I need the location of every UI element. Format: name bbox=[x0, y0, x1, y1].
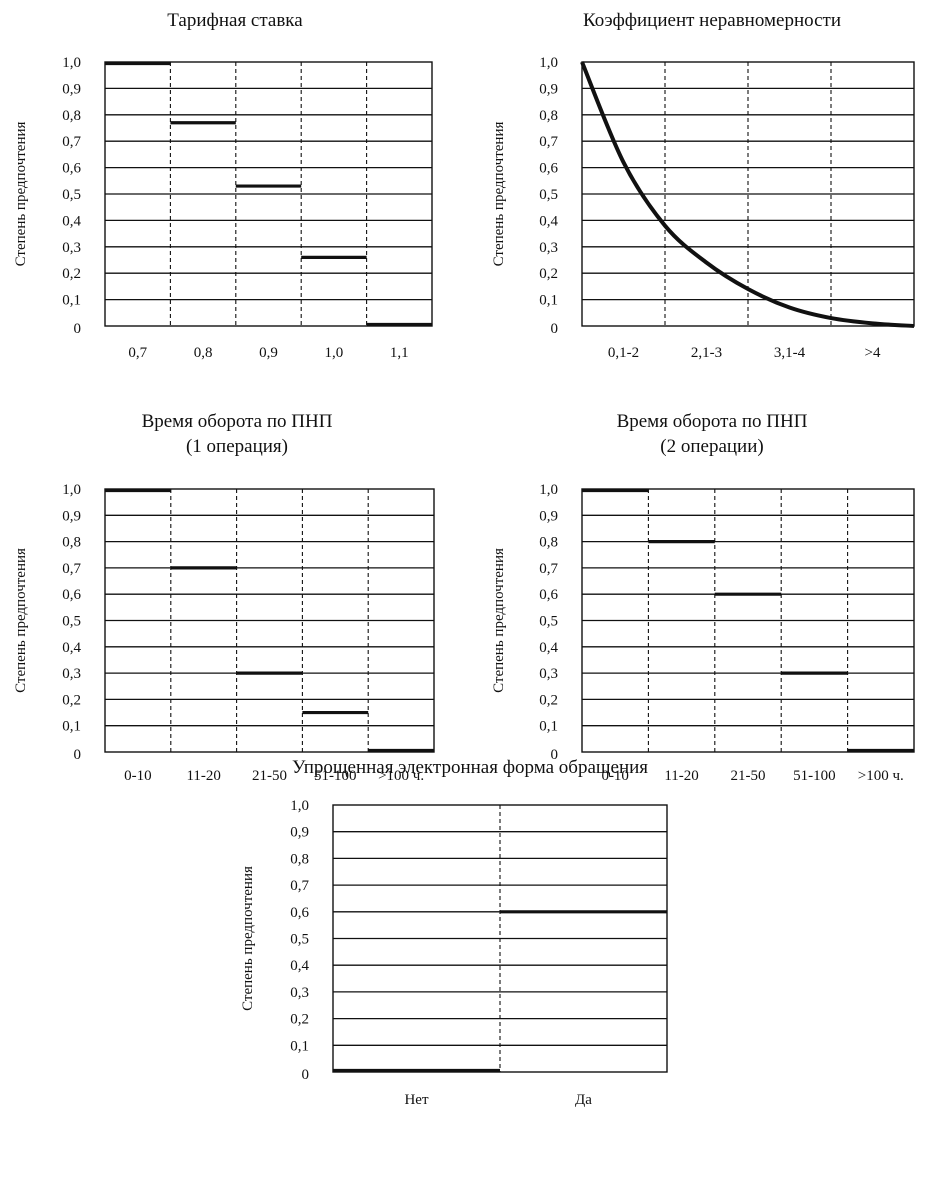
y-tick-label: 0,7 bbox=[62, 561, 81, 577]
x-tick-label: 2,1-3 bbox=[691, 345, 722, 361]
y-tick-label: 0,8 bbox=[290, 851, 309, 867]
y-tick-label: 0,9 bbox=[62, 81, 81, 97]
y-tick-label: 0,1 bbox=[539, 719, 558, 735]
y-tick-label: 0,4 bbox=[539, 640, 558, 656]
y-tick-label: 0,3 bbox=[539, 240, 558, 256]
x-tick-label: >4 bbox=[865, 345, 881, 361]
y-tick-label: 0,9 bbox=[62, 508, 81, 524]
x-tick-label: 21-50 bbox=[731, 768, 766, 784]
y-tick-label: 0,5 bbox=[539, 187, 558, 203]
y-tick-label: 0,9 bbox=[539, 508, 558, 524]
y-tick-label: 0,3 bbox=[290, 985, 309, 1001]
chart-title: (1 операция) bbox=[186, 436, 288, 457]
x-tick-label: 3,1-4 bbox=[774, 345, 806, 361]
y-axis-label: Степень предпочтения bbox=[491, 548, 507, 693]
chart-title: Упрощенная электронная форма обращения bbox=[292, 757, 648, 778]
y-tick-label: 0,1 bbox=[62, 293, 81, 309]
y-tick-label: 0,8 bbox=[62, 108, 81, 124]
y-tick-label: 0,4 bbox=[62, 213, 81, 229]
y-tick-label: 0,2 bbox=[62, 266, 81, 282]
y-tick-label: 0,5 bbox=[62, 614, 81, 630]
y-tick-label: 1,0 bbox=[539, 55, 558, 71]
y-axis-label: Степень предпочтения bbox=[491, 122, 507, 267]
chart-title: (2 операции) bbox=[660, 436, 763, 457]
x-tick-label: 51-100 bbox=[314, 768, 357, 784]
y-tick-label: 0,1 bbox=[290, 1038, 309, 1054]
y-tick-label: 0,6 bbox=[539, 161, 558, 177]
y-tick-label: 0,1 bbox=[62, 719, 81, 735]
x-tick-label: 11-20 bbox=[664, 768, 698, 784]
x-tick-label: 1,0 bbox=[325, 345, 344, 361]
y-tick-label: 0,6 bbox=[62, 587, 81, 603]
y-tick-label: 0,1 bbox=[539, 293, 558, 309]
x-tick-label: 51-100 bbox=[793, 768, 836, 784]
y-tick-label: 0,7 bbox=[290, 878, 309, 894]
chart-5: Упрощенная электронная форма обращения Ст… bbox=[240, 757, 668, 1108]
y-tick-label: 1,0 bbox=[62, 55, 81, 71]
x-tick-label: 0,1-2 bbox=[608, 345, 639, 361]
y-tick-label: 0,6 bbox=[539, 587, 558, 603]
y-tick-label: 1,0 bbox=[62, 482, 81, 498]
y-tick-label: 0,7 bbox=[539, 134, 558, 150]
x-tick-label: 0-10 bbox=[124, 768, 152, 784]
x-tick-label: Нет bbox=[404, 1092, 428, 1108]
y-tick-label: 0,3 bbox=[62, 666, 81, 682]
y-axis-label: Степень предпочтения bbox=[13, 548, 29, 693]
x-tick-label: 1,1 bbox=[390, 345, 409, 361]
y-tick-label: 0 bbox=[302, 1067, 310, 1083]
y-tick-label: 0,2 bbox=[539, 266, 558, 282]
plot-frame bbox=[581, 488, 915, 753]
x-tick-label: 11-20 bbox=[186, 768, 220, 784]
y-tick-label: 0,9 bbox=[290, 825, 309, 841]
y-tick-label: 0,8 bbox=[539, 535, 558, 551]
chart-4: Время оборота по ПНП (2 операции) Степень … bbox=[491, 411, 915, 784]
y-tick-label: 0,5 bbox=[62, 187, 81, 203]
plot-frame bbox=[104, 488, 435, 753]
y-tick-label: 0 bbox=[551, 747, 559, 763]
y-tick-label: 0,3 bbox=[62, 240, 81, 256]
y-tick-label: 0,7 bbox=[539, 561, 558, 577]
chart-2: Коэффициент неравномерности Степень предп… bbox=[491, 10, 915, 361]
x-tick-label: 0,9 bbox=[259, 345, 278, 361]
y-tick-label: 0 bbox=[551, 321, 559, 337]
y-tick-label: 0,3 bbox=[539, 666, 558, 682]
y-tick-label: 0,4 bbox=[62, 640, 81, 656]
y-tick-label: 1,0 bbox=[290, 798, 309, 814]
x-tick-label: 21-50 bbox=[252, 768, 287, 784]
y-tick-label: 0 bbox=[74, 747, 82, 763]
y-tick-label: 0,2 bbox=[539, 692, 558, 708]
y-tick-label: 0,8 bbox=[62, 535, 81, 551]
x-tick-label: 0-10 bbox=[601, 768, 629, 784]
y-tick-label: 0,6 bbox=[62, 161, 81, 177]
x-tick-label: >100 ч. bbox=[858, 768, 904, 784]
y-tick-label: 0,5 bbox=[539, 614, 558, 630]
x-tick-label: 0,7 bbox=[128, 345, 147, 361]
y-tick-label: 0,4 bbox=[539, 213, 558, 229]
y-tick-label: 1,0 bbox=[539, 482, 558, 498]
x-tick-label: Да bbox=[575, 1092, 592, 1108]
y-tick-label: 0,9 bbox=[539, 81, 558, 97]
y-tick-label: 0,7 bbox=[62, 134, 81, 150]
x-tick-label: 0,8 bbox=[194, 345, 213, 361]
x-tick-label: >100 ч. bbox=[378, 768, 424, 784]
chart-title: Время оборота по ПНП bbox=[142, 411, 333, 432]
chart-1: Тарифная ставка Степень предпочтения 1,0 0,… bbox=[13, 10, 433, 361]
chart-title: Тарифная ставка bbox=[167, 10, 303, 31]
y-tick-label: 0,8 bbox=[539, 108, 558, 124]
y-axis-label: Степень предпочтения bbox=[240, 866, 256, 1011]
y-tick-label: 0,2 bbox=[290, 1012, 309, 1028]
curve-line bbox=[580, 61, 915, 328]
y-tick-label: 0 bbox=[74, 321, 82, 337]
y-tick-label: 0,2 bbox=[62, 692, 81, 708]
chart-title: Время оборота по ПНП bbox=[617, 411, 808, 432]
y-tick-label: 0,6 bbox=[290, 905, 309, 921]
plot-frame bbox=[104, 61, 433, 327]
chart-title: Коэффициент неравномерности bbox=[583, 10, 841, 31]
y-tick-label: 0,5 bbox=[290, 932, 309, 948]
y-axis-label: Степень предпочтения bbox=[13, 122, 29, 267]
chart-3: Время оборота по ПНП (1 операция) Степень … bbox=[13, 411, 435, 784]
y-tick-label: 0,4 bbox=[290, 958, 309, 974]
